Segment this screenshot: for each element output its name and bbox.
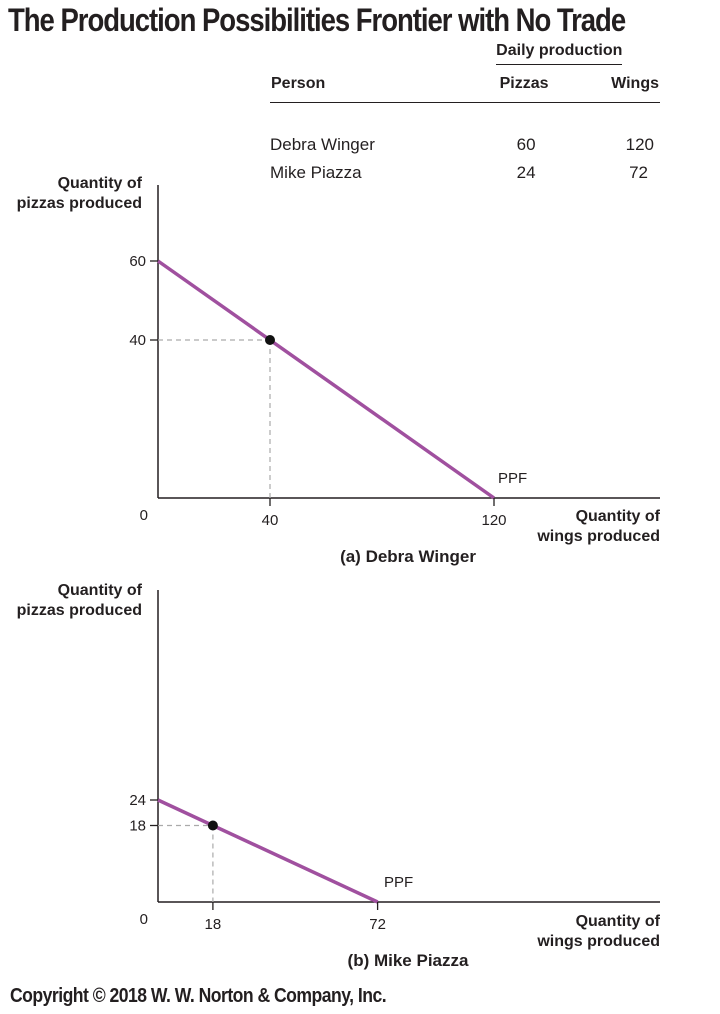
table-cell-wings: 120 (625, 135, 654, 154)
y-axis-label: Quantity of pizzas produced (17, 175, 143, 212)
production-point (207, 820, 218, 831)
table-header-pizzas: Pizzas (458, 66, 550, 103)
production-table: Daily production Person Pizzas Wings Deb… (270, 40, 660, 187)
production-point (265, 335, 275, 345)
table-header-person: Person (270, 66, 459, 103)
chart-panel-a: 40 60 40 120 0 PPF Quantity of pizzas produced Q… (17, 175, 661, 566)
y-tick-label: 24 (129, 792, 146, 809)
origin-label: 0 (140, 507, 148, 524)
ppf-label: PPF (498, 470, 527, 487)
chart-caption: (b) Mike Piazza (348, 951, 469, 970)
y-tick-label: 40 (129, 332, 146, 349)
x-tick-label: 40 (262, 512, 279, 529)
chart-caption: (a) Debra Winger (340, 547, 476, 566)
x-axis-label: Quantity of wings produced (536, 913, 660, 950)
table-group-header: Daily production (459, 40, 660, 66)
copyright-notice: Copyright © 2018 W. W. Norton & Company,… (10, 985, 387, 1007)
ppf-label: PPF (384, 874, 413, 891)
ppf-line (157, 798, 379, 904)
table-row: Debra Winger 60 120 (270, 131, 660, 159)
table-cell-person: Debra Winger (270, 135, 375, 154)
x-tick-label: 72 (369, 916, 386, 933)
table-header-wings: Wings (549, 66, 660, 103)
x-axis-label: Quantity of wings produced (536, 508, 660, 545)
x-tick-label: 120 (481, 512, 506, 529)
y-tick-label: 60 (129, 253, 146, 270)
y-axis-label: Quantity of pizzas produced (17, 582, 143, 619)
x-tick-label: 18 (205, 916, 222, 933)
ppf-line (156, 259, 496, 500)
table-row: Mike Piazza 24 72 (270, 159, 660, 187)
table-cell-pizzas: 24 (516, 163, 536, 182)
figure-title: The Production Possibilities Frontier wi… (8, 2, 626, 38)
table-cell-wings: 72 (629, 163, 648, 182)
origin-label: 0 (140, 911, 148, 928)
table-cell-person: Mike Piazza (270, 163, 362, 182)
table-group-header-label: Daily production (496, 42, 623, 65)
table-cell-pizzas: 60 (516, 135, 536, 154)
chart-panel-b: 18 24 18 72 0 PPF Quantity of pizzas produced Qu… (17, 582, 661, 970)
y-tick-label: 18 (129, 818, 146, 835)
